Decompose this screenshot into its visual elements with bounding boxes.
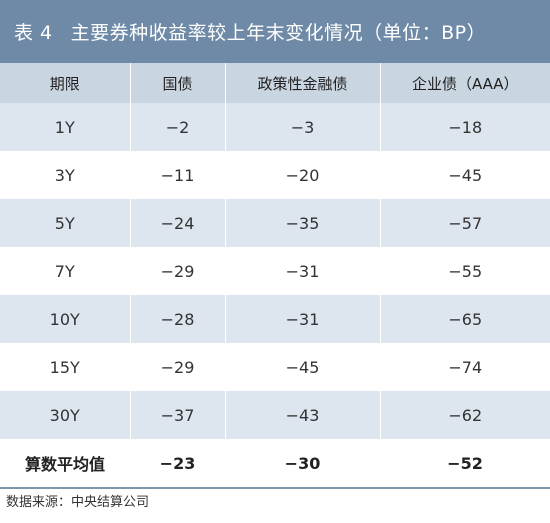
term-cell: 3Y: [0, 151, 130, 199]
average-value: −52: [380, 439, 550, 489]
table-number: 表 4: [14, 22, 53, 44]
value-cell: −24: [129, 199, 225, 247]
value-cell: −57: [379, 199, 550, 247]
value-cell: −20: [224, 151, 380, 199]
average-row: 算数平均值 −23 −30 −52: [0, 439, 550, 489]
header-term: 期限: [0, 63, 130, 103]
value-cell: −62: [379, 391, 550, 439]
average-value: −30: [225, 439, 380, 489]
value-cell: −29: [129, 343, 225, 391]
term-cell: 1Y: [0, 103, 130, 151]
term-cell: 7Y: [0, 247, 130, 295]
value-cell: −35: [224, 199, 380, 247]
value-cell: −74: [379, 343, 550, 391]
table-row: 7Y −29 −31 −55: [0, 247, 550, 295]
data-source-note: 数据来源：中央结算公司: [6, 495, 150, 510]
table-row: 1Y −2 −3 −18: [0, 103, 550, 151]
term-cell: 10Y: [0, 295, 130, 343]
table-row: 3Y −11 −20 −45: [0, 151, 550, 199]
term-cell: 30Y: [0, 391, 130, 439]
table-row: 30Y −37 −43 −62: [0, 391, 550, 439]
value-cell: −45: [379, 151, 550, 199]
yield-change-table: 期限 国债 政策性金融债 企业债（AAA） 1Y −2 −3 −18 3Y −1…: [0, 63, 550, 489]
value-cell: −31: [224, 247, 380, 295]
average-label: 算数平均值: [0, 439, 130, 489]
value-cell: −2: [129, 103, 225, 151]
table-row: 10Y −28 −31 −65: [0, 295, 550, 343]
value-cell: −3: [224, 103, 380, 151]
table-title-bar: 表 4 主要券种收益率较上年末变化情况（单位：BP）: [0, 0, 550, 63]
value-cell: −37: [129, 391, 225, 439]
value-cell: −18: [379, 103, 550, 151]
header-policy-bank: 政策性金融债: [224, 63, 380, 103]
value-cell: −29: [129, 247, 225, 295]
header-row: 期限 国债 政策性金融债 企业债（AAA）: [0, 63, 550, 103]
value-cell: −55: [379, 247, 550, 295]
average-value: −23: [130, 439, 225, 489]
value-cell: −11: [129, 151, 225, 199]
value-cell: −65: [379, 295, 550, 343]
term-cell: 5Y: [0, 199, 130, 247]
value-cell: −31: [224, 295, 380, 343]
term-cell: 15Y: [0, 343, 130, 391]
table-row: 5Y −24 −35 −57: [0, 199, 550, 247]
value-cell: −43: [224, 391, 380, 439]
value-cell: −45: [224, 343, 380, 391]
header-corporate-aaa: 企业债（AAA）: [379, 63, 550, 103]
header-treasury: 国债: [129, 63, 225, 103]
table-title: 主要券种收益率较上年末变化情况（单位：BP）: [70, 22, 487, 44]
value-cell: −28: [129, 295, 225, 343]
table-row: 15Y −29 −45 −74: [0, 343, 550, 391]
